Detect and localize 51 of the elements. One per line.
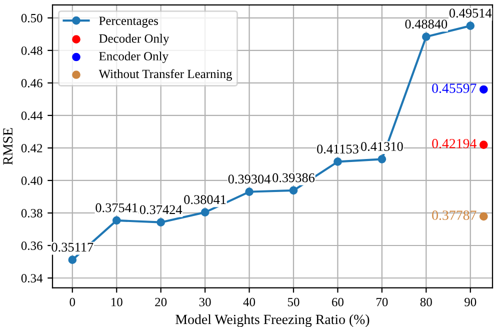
x-tick-label: 30 (199, 298, 211, 306)
data-label: 0.35117 (52, 242, 94, 252)
point (479, 140, 488, 149)
legend-label: Decoder Only (99, 34, 170, 46)
x-tick-label: 50 (288, 298, 300, 306)
data-label: 0.48840 (405, 20, 448, 29)
x-tick-label: 70 (376, 298, 388, 306)
point (479, 85, 488, 94)
y-axis-title: RMSE (3, 128, 13, 165)
point (378, 155, 386, 164)
point (479, 212, 488, 221)
x-axis-title: Model Weights Freezing Ratio (%) (176, 314, 370, 327)
x-tick-label: 0 (70, 298, 76, 306)
x-tick-label: 20 (155, 298, 167, 306)
x-tick-label: 80 (420, 298, 432, 306)
x-tick-label: 10 (111, 298, 122, 306)
y-tick-label: 0.46 (21, 78, 42, 88)
data-label: 0.45597 (432, 84, 476, 94)
point (68, 256, 77, 264)
data-label: 0.39304 (228, 174, 271, 184)
y-tick-label: 0.44 (21, 111, 43, 120)
point (200, 208, 210, 216)
point (156, 218, 166, 227)
data-label: 0.42194 (432, 138, 476, 148)
point (334, 158, 342, 166)
point (245, 188, 254, 196)
y-tick-label: 0.40 (21, 176, 42, 185)
point (289, 186, 298, 195)
point (112, 216, 121, 225)
data-label: 0.41310 (361, 142, 403, 151)
y-tick-label: 0.48 (21, 46, 42, 55)
legend-label: Encoder Only (99, 52, 168, 63)
y-tick-label: 0.38 (21, 209, 42, 218)
y-tick-label: 0.50 (21, 14, 42, 22)
data-label: 0.39386 (272, 173, 315, 182)
point (466, 22, 475, 30)
x-tick-label: 60 (332, 298, 344, 306)
legend-label: Without Transfer Learning (98, 69, 232, 81)
data-label: 0.49514 (449, 8, 492, 18)
point (422, 32, 430, 41)
data-label: 0.37424 (140, 205, 182, 214)
y-tick-label: 0.34 (21, 274, 43, 283)
data-label: 0.37541 (96, 203, 138, 212)
y-tick-label: 0.42 (21, 144, 42, 152)
x-tick-label: 90 (464, 298, 476, 306)
x-tick-label: 40 (243, 298, 256, 306)
data-label: 0.38041 (184, 195, 226, 204)
y-tick-label: 0.36 (21, 242, 42, 250)
data-label: 0.37787 (432, 210, 476, 220)
legend-label: Percentages (99, 16, 158, 28)
data-label: 0.41153 (317, 144, 358, 154)
